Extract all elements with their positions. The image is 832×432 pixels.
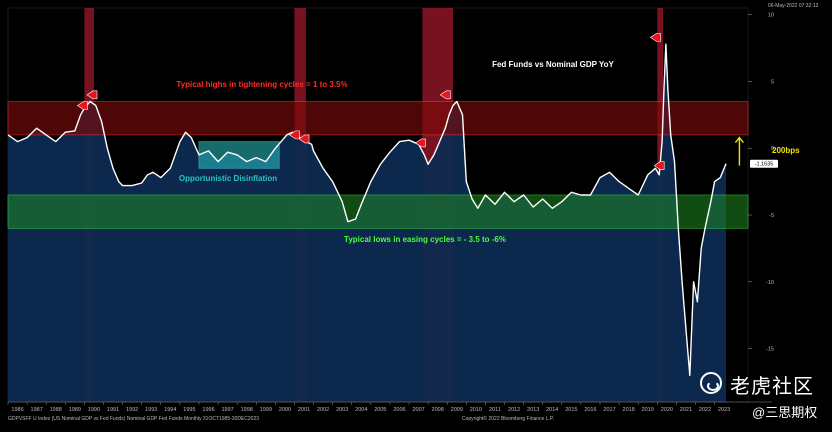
- x-tick-label: 2000: [279, 407, 291, 413]
- x-tick-label: 2001: [298, 407, 310, 413]
- x-tick-label: 1989: [69, 407, 81, 413]
- series-line: [7, 43, 727, 376]
- easing-band: [7, 194, 749, 229]
- x-tick-label: 2012: [508, 407, 520, 413]
- event-marker: [298, 134, 310, 144]
- x-tick-label: 2020: [661, 407, 673, 413]
- y-tick-label: -5: [769, 213, 774, 219]
- x-tick-label: 2013: [527, 407, 539, 413]
- x-tick-label: 2016: [584, 407, 596, 413]
- x-tick-label: 2022: [699, 407, 711, 413]
- x-tick-label: 2005: [374, 407, 386, 413]
- watermark-title: 老虎社区: [730, 376, 814, 398]
- arrow-head: [734, 136, 744, 143]
- x-tick-label: 2009: [451, 407, 463, 413]
- footer-date: 06-May-2022 07:32:13: [768, 3, 819, 9]
- y-tick-label: -15: [766, 347, 774, 353]
- tightening-band-label: Typical highs in tightening cycles = 1 t…: [176, 80, 347, 89]
- event-marker: [86, 90, 98, 100]
- tightening-band: [7, 101, 749, 136]
- x-tick-label: 1999: [260, 407, 272, 413]
- x-tick-label: 2010: [470, 407, 482, 413]
- x-tick-label: 1995: [183, 407, 195, 413]
- watermark-handle: @三思期权: [752, 405, 818, 420]
- event-marker: [439, 90, 451, 100]
- x-tick-label: 2017: [603, 407, 615, 413]
- x-tick-label: 2018: [623, 407, 635, 413]
- x-tick-label: 1986: [11, 407, 23, 413]
- event-marker: [414, 138, 426, 148]
- watermark: 老虎社区 @三思期权: [700, 366, 820, 426]
- y-tick-label: 10: [768, 13, 774, 19]
- event-marker: [76, 101, 88, 110]
- y-tick-label: -10: [766, 280, 774, 286]
- easing-band-label: Typical lows in easing cycles = - 3.5 to…: [344, 235, 506, 244]
- event-marker: [653, 161, 665, 170]
- chart-title: Fed Funds vs Nominal GDP YoY: [492, 60, 614, 69]
- x-tick-label: 2015: [565, 407, 577, 413]
- x-tick-label: 1994: [164, 407, 176, 413]
- x-tick-label: 1991: [107, 407, 119, 413]
- x-tick-label: 2004: [355, 407, 367, 413]
- x-tick-label: 1996: [202, 407, 214, 413]
- x-tick-label: 2008: [432, 407, 444, 413]
- x-tick-label: 2011: [489, 407, 501, 413]
- x-tick-label: 2019: [642, 407, 654, 413]
- x-tick-label: 2006: [393, 407, 405, 413]
- x-tick-label: 1993: [145, 407, 157, 413]
- x-tick-label: 1990: [88, 407, 100, 413]
- x-tick-label: 1998: [241, 407, 253, 413]
- x-tick-label: 2007: [412, 407, 424, 413]
- x-tick-label: 1997: [221, 407, 233, 413]
- y-tick-label: 5: [771, 79, 774, 85]
- tiger-logo-icon: [700, 372, 722, 394]
- footer-copyright: Copyright© 2022 Bloomberg Finance L.P.: [462, 416, 554, 422]
- y-tick-label: 0: [771, 146, 774, 152]
- last-value-tag: [750, 159, 778, 168]
- footer-source: GDPVSFF U Index (US Nominal GDP vs Fed F…: [8, 416, 260, 422]
- x-tick-label: 1987: [31, 407, 43, 413]
- event-marker: [288, 130, 300, 140]
- last-value-label: -1.1635: [755, 162, 774, 168]
- x-tick-label: 1992: [126, 407, 138, 413]
- arrow-label: 200bps: [772, 146, 800, 155]
- x-tick-label: 2021: [680, 407, 692, 413]
- disinflation-label: Opportunistic Disinflation: [179, 174, 277, 183]
- x-tick-label: 2002: [317, 407, 329, 413]
- disinflation-box: [198, 141, 280, 169]
- x-tick-label: 1988: [50, 407, 62, 413]
- x-tick-label: 2003: [336, 407, 348, 413]
- event-marker: [649, 33, 661, 42]
- x-tick-label: 2023: [718, 407, 730, 413]
- x-tick-label: 2014: [546, 407, 558, 413]
